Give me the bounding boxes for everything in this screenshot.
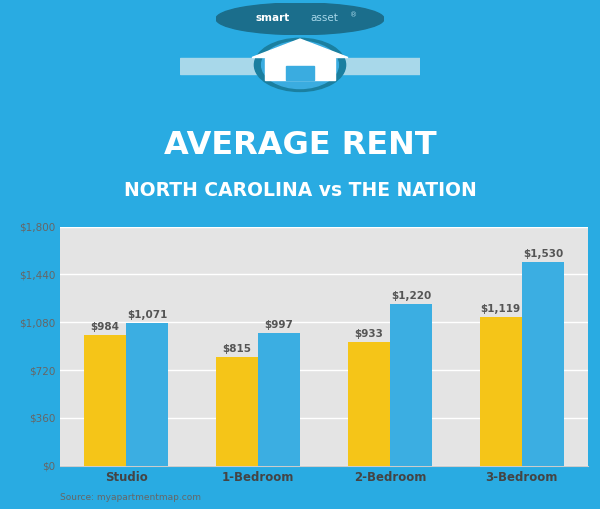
Text: NORTH CAROLINA vs THE NATION: NORTH CAROLINA vs THE NATION (124, 181, 476, 201)
Polygon shape (319, 58, 420, 74)
Text: Source: myapartmentmap.com: Source: myapartmentmap.com (60, 493, 201, 502)
Text: $984: $984 (91, 322, 119, 332)
Text: $815: $815 (223, 345, 251, 354)
Text: $1,119: $1,119 (481, 304, 521, 314)
Ellipse shape (262, 41, 338, 89)
Bar (126, 323, 169, 466)
Text: smart: smart (256, 13, 290, 23)
Text: ®: ® (350, 12, 358, 18)
Text: $1,071: $1,071 (127, 310, 167, 321)
Bar (390, 303, 432, 466)
Ellipse shape (254, 38, 346, 92)
Bar (522, 263, 564, 466)
Ellipse shape (216, 3, 384, 35)
Text: $997: $997 (265, 320, 293, 330)
Bar (84, 335, 126, 466)
Bar (265, 58, 335, 79)
Bar (286, 66, 314, 79)
Text: AVERAGE RENT: AVERAGE RENT (164, 130, 436, 160)
Text: $1,530: $1,530 (523, 249, 563, 260)
Text: $1,220: $1,220 (391, 291, 431, 301)
Bar (216, 357, 258, 466)
Bar (479, 317, 522, 466)
Text: $933: $933 (355, 329, 383, 339)
Polygon shape (252, 39, 348, 58)
Text: asset: asset (310, 13, 338, 23)
Bar (258, 333, 300, 466)
Bar (348, 342, 390, 466)
Polygon shape (180, 58, 281, 74)
